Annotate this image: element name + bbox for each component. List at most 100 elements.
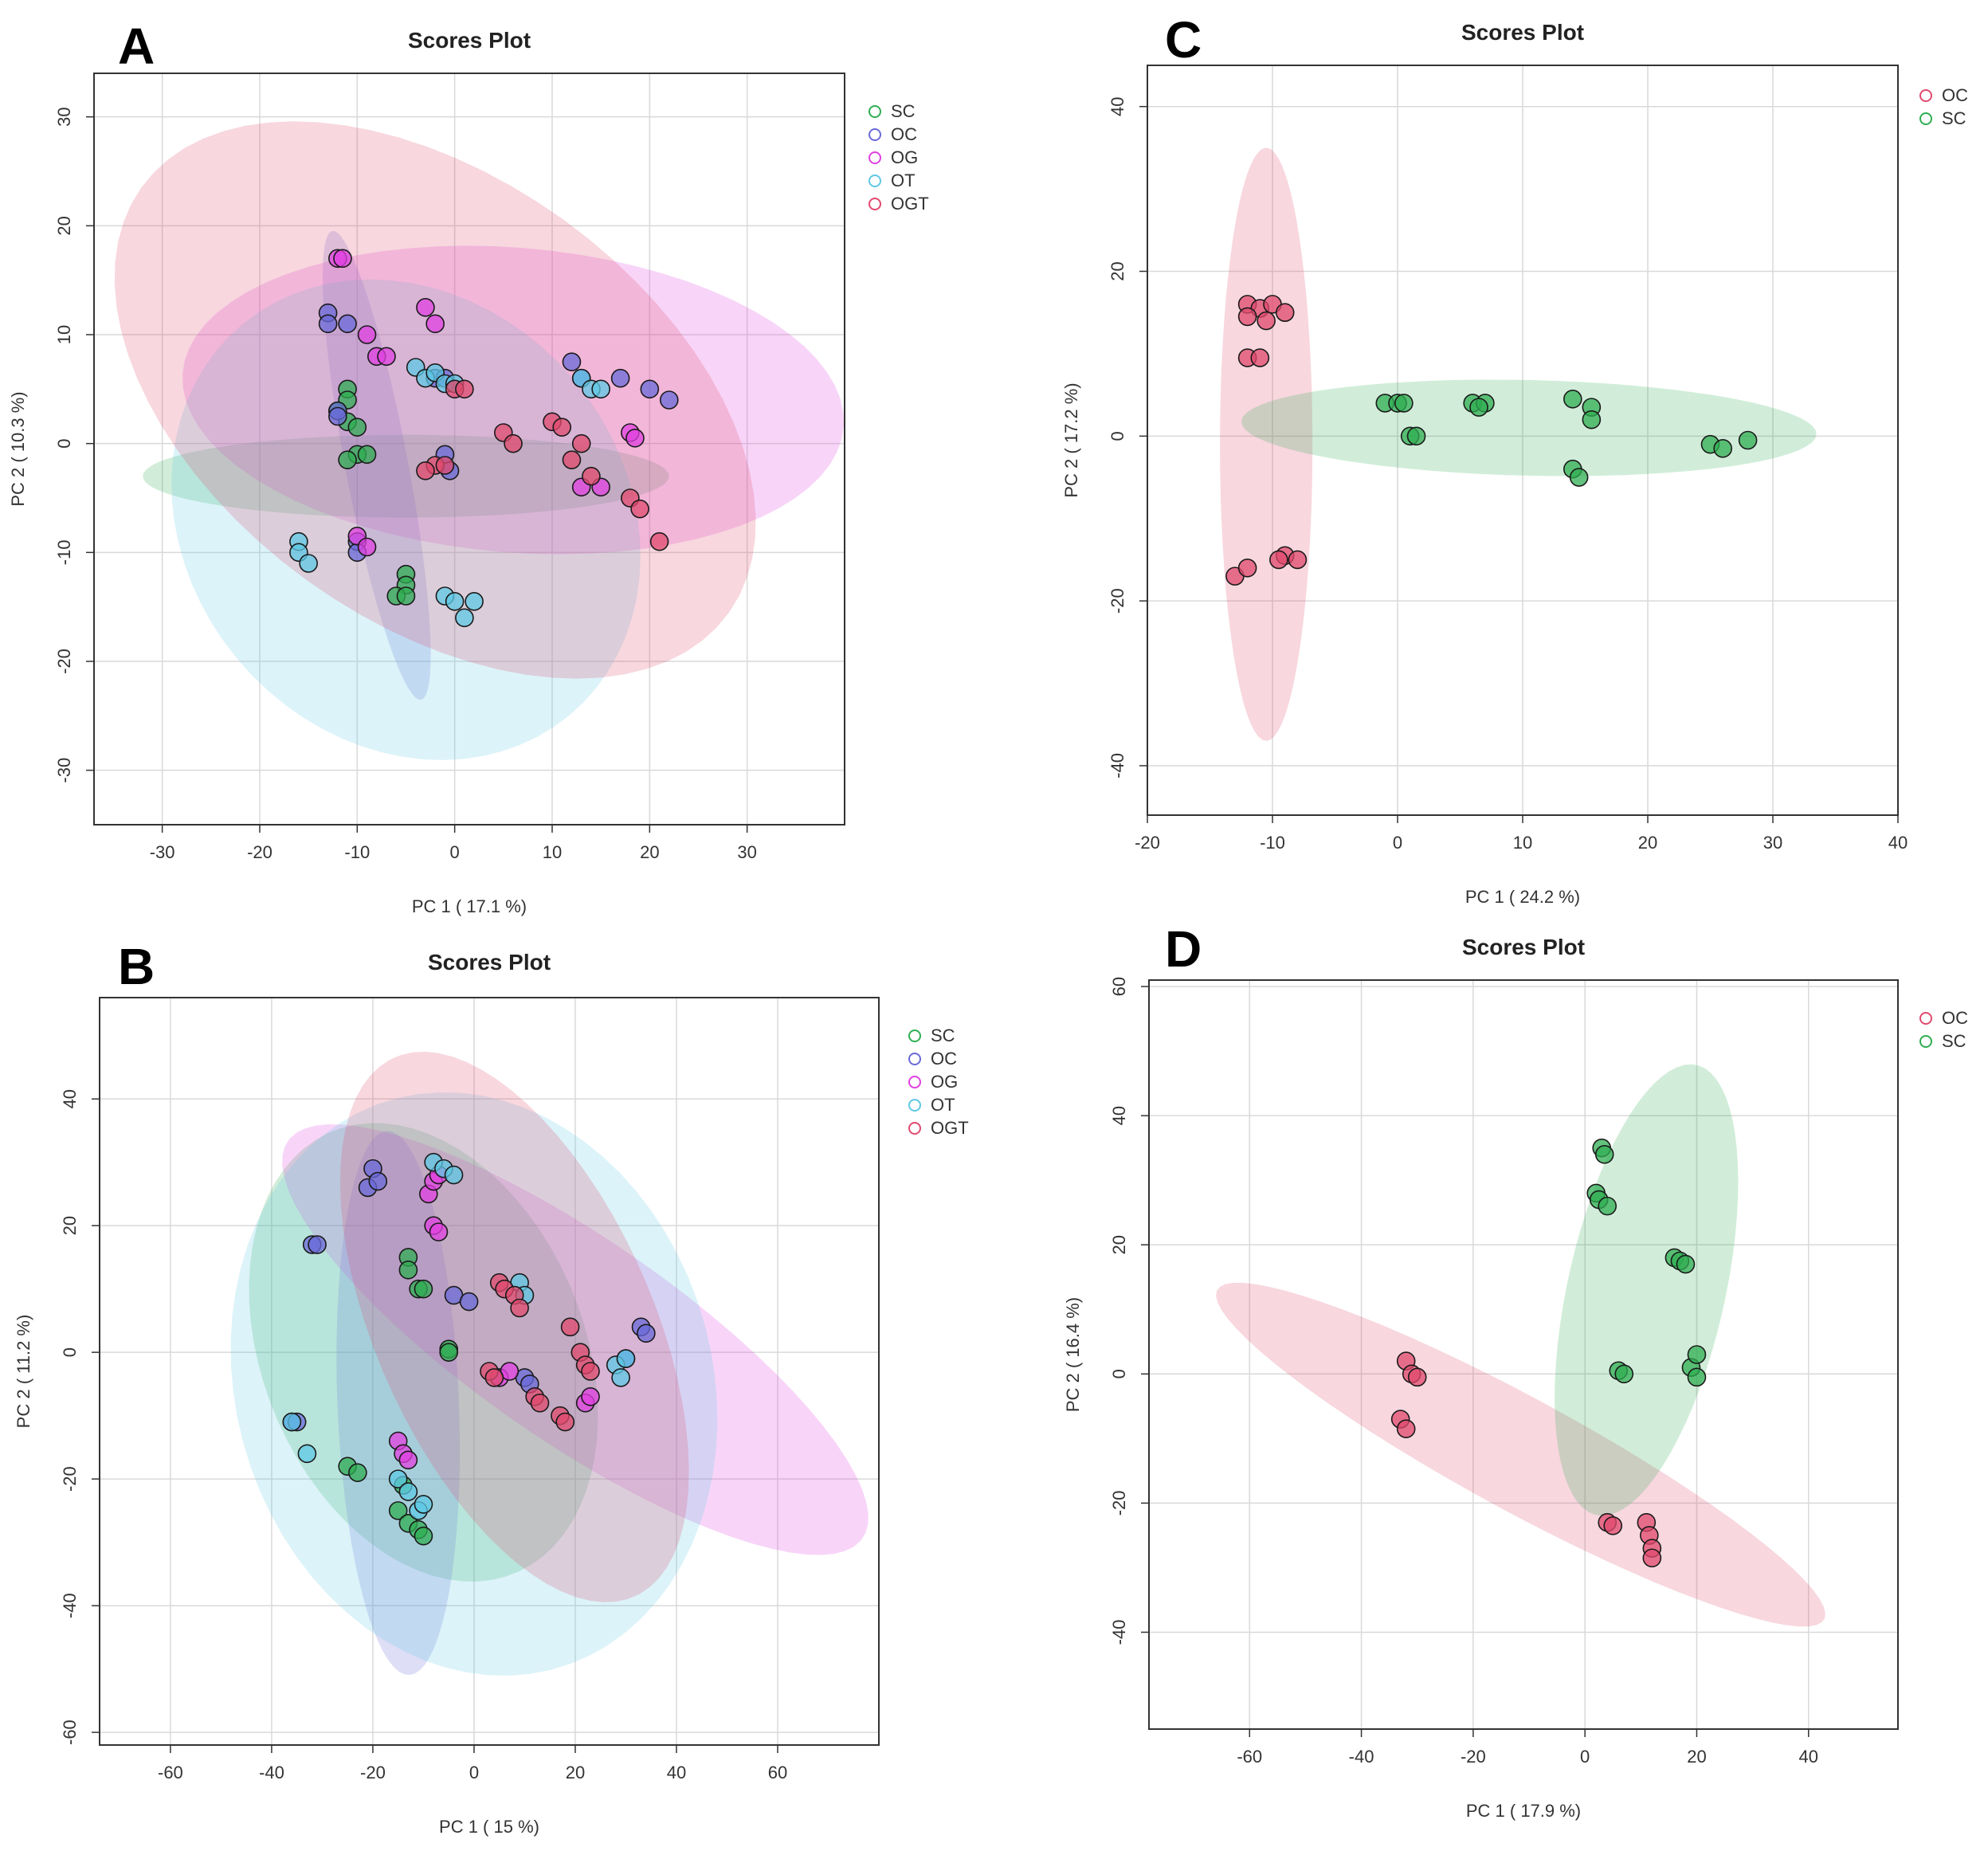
y-tick-label: -20	[1108, 588, 1127, 614]
ellipse-ot	[230, 1092, 718, 1676]
panel-letter: A	[118, 18, 155, 75]
point-oc	[562, 352, 582, 371]
y-tick-label: 20	[60, 1216, 80, 1235]
point-ogt	[630, 499, 649, 519]
legend-marker-og	[908, 1076, 921, 1088]
y-tick-label: 30	[54, 107, 74, 126]
point-sc	[1563, 389, 1582, 409]
legend-marker-sc	[1919, 1035, 1932, 1048]
point-sc	[396, 586, 416, 606]
point-og	[425, 314, 445, 334]
point-ot	[299, 554, 318, 573]
point-sc	[398, 1261, 418, 1280]
legend-marker-sc	[1919, 112, 1932, 125]
point-sc	[388, 1501, 408, 1520]
x-tick-label: -20	[1461, 1747, 1486, 1767]
point-sc	[1614, 1364, 1634, 1384]
x-tick-label: 20	[640, 842, 659, 862]
point-oc	[1237, 558, 1257, 578]
point-ogt	[571, 433, 591, 453]
point-oc	[459, 1292, 479, 1312]
x-axis-label: PC 1 ( 17.9 %)	[1466, 1801, 1581, 1821]
point-oc	[637, 1324, 656, 1343]
x-tick-label: -40	[259, 1763, 284, 1782]
point-ot	[445, 592, 465, 611]
point-ogt	[510, 1298, 529, 1318]
point-og	[398, 1450, 418, 1470]
point-ogt	[581, 1362, 600, 1381]
legend-label-sc: SC	[891, 101, 916, 121]
legend-marker-oc	[1919, 1012, 1932, 1025]
plot-title: Scores Plot	[1462, 935, 1585, 959]
x-tick-label: -20	[1135, 833, 1160, 853]
point-oc	[328, 406, 347, 426]
point-sc	[1598, 1196, 1617, 1216]
x-tick-label: -60	[1237, 1747, 1262, 1767]
panel-b: -60 -40 -20 0 20 40 60 -60 -40 -20 0 20 40 Scores Plo…	[14, 938, 969, 1837]
point-sc	[1713, 439, 1732, 458]
point-oc	[640, 379, 660, 399]
y-tick-label: 20	[1108, 261, 1127, 280]
legend: SC OC OG OT OGT	[869, 101, 929, 214]
y-tick-label: -10	[54, 539, 74, 565]
point-ot	[444, 1165, 464, 1185]
legend-label-sc: SC	[1942, 1031, 1966, 1051]
panel-c: -20 -10 0 10 20 30 40 -40 -20 0 20 40 Scores Plot C PC…	[1061, 11, 1968, 907]
y-tick-label: -20	[1109, 1490, 1129, 1516]
point-oc	[610, 368, 630, 388]
y-tick-label: 40	[1109, 1106, 1129, 1125]
y-tick-label: -30	[54, 758, 74, 783]
y-tick-label: 40	[60, 1089, 80, 1108]
y-tick-label: 0	[1108, 431, 1127, 441]
point-ogt	[435, 456, 455, 475]
point-ot	[414, 1495, 433, 1514]
plot-title: Scores Plot	[408, 28, 531, 53]
panel-letter: D	[1165, 920, 1202, 978]
x-tick-label: -30	[150, 842, 175, 862]
point-oc	[338, 314, 357, 334]
point-sc	[1738, 430, 1758, 450]
legend-marker-ogt	[908, 1122, 921, 1135]
legend-marker-oc	[869, 128, 881, 141]
legend-marker-oc	[908, 1053, 921, 1065]
x-tick-label: -20	[360, 1763, 386, 1782]
legend-label-oc: OC	[891, 124, 917, 144]
point-oc	[308, 1235, 327, 1254]
point-ogt	[649, 531, 669, 551]
point-sc	[1569, 468, 1589, 487]
x-tick-label: 30	[1763, 833, 1782, 853]
y-axis-label: PC 2 ( 11.2 %)	[14, 1315, 33, 1429]
x-axis-label: PC 1 ( 24.2 %)	[1465, 887, 1580, 907]
y-tick-label: -40	[60, 1593, 80, 1618]
point-oc	[368, 1171, 388, 1191]
point-sc	[414, 1279, 433, 1299]
point-ogt	[455, 379, 474, 399]
point-oc	[1275, 303, 1295, 323]
point-og	[377, 347, 396, 367]
point-og	[429, 1222, 449, 1241]
point-sc	[1594, 1144, 1614, 1164]
point-ogt	[560, 1317, 580, 1337]
y-tick-label: -20	[60, 1466, 80, 1492]
x-tick-label: 0	[1393, 833, 1402, 853]
legend-marker-oc	[1919, 89, 1932, 102]
legend-marker-sc	[869, 105, 881, 118]
point-oc	[1407, 1367, 1427, 1387]
point-ot	[611, 1368, 630, 1387]
legend-marker-og	[869, 151, 881, 164]
legend-label-ot: OT	[931, 1095, 955, 1115]
legend: SC OC OG OT OGT	[908, 1026, 969, 1138]
panel-letter: B	[118, 938, 155, 995]
y-tick-label: -40	[1108, 753, 1127, 778]
y-tick-label: -20	[54, 649, 74, 674]
point-oc	[1269, 550, 1288, 570]
point-ogt	[504, 433, 523, 453]
ellipse-sc	[1241, 379, 1817, 476]
point-ot	[455, 608, 474, 628]
x-tick-label: 0	[1580, 1747, 1590, 1767]
point-sc	[338, 450, 357, 469]
ellipse-oc	[1216, 1282, 1825, 1627]
point-og	[416, 298, 435, 317]
x-tick-label: -60	[158, 1763, 183, 1782]
point-oc	[1396, 1419, 1416, 1438]
